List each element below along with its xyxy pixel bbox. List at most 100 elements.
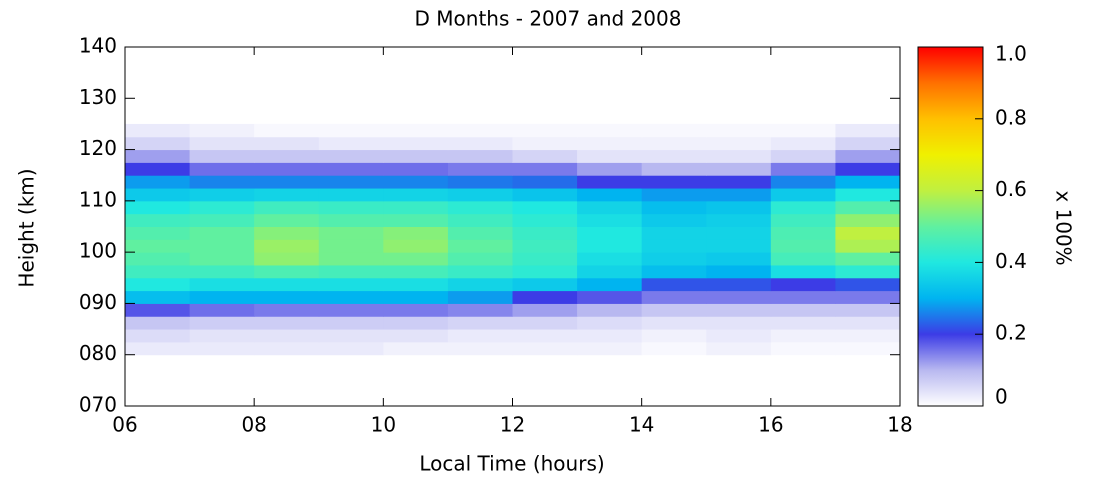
heatmap-cell [383, 213, 449, 227]
heatmap-cell [125, 200, 191, 215]
heatmap-cell [318, 226, 384, 240]
heatmap-cell [835, 316, 901, 330]
heatmap-cell [189, 290, 255, 304]
heatmap-cell [447, 200, 513, 215]
heatmap-cell [577, 239, 643, 253]
heatmap-cell [770, 123, 836, 138]
heatmap-cell [512, 303, 578, 317]
heatmap-cell [447, 188, 513, 202]
heatmap-cell [706, 175, 772, 189]
heatmap-cell [641, 239, 707, 253]
heatmap-cell [125, 329, 191, 343]
heatmap-cell [512, 329, 578, 343]
heatmap-cell [641, 200, 707, 215]
heatmap-cell [641, 290, 707, 304]
heatmap-cell [770, 136, 836, 151]
heatmap-cell [125, 252, 191, 266]
x-tick-label: 06 [112, 413, 137, 437]
heatmap-cell [447, 329, 513, 343]
heatmap-cell [189, 149, 255, 163]
heatmap-cell [706, 162, 772, 176]
heatmap-cell [512, 188, 578, 202]
heatmap-cell [706, 136, 772, 151]
heatmap-cell [512, 200, 578, 215]
heatmap-cell [189, 341, 255, 356]
heatmap-cell [318, 341, 384, 356]
heatmap-cell [383, 277, 449, 292]
heatmap-cell [512, 239, 578, 253]
heatmap-cell [641, 264, 707, 279]
heatmap-cell [770, 175, 836, 189]
heatmap-cell [835, 188, 901, 202]
heatmap-cell [835, 213, 901, 227]
heatmap-cell [447, 175, 513, 189]
heatmap-cell [318, 290, 384, 304]
heatmap-cell [512, 341, 578, 356]
heatmap-cell [125, 303, 191, 317]
heatmap-cell [770, 162, 836, 176]
heatmap-cell [125, 188, 191, 202]
heatmap-cell [383, 136, 449, 151]
heatmap-cell [447, 136, 513, 151]
heatmap-cell [835, 290, 901, 304]
heatmap-cell [770, 213, 836, 227]
heatmap-cell [189, 329, 255, 343]
heatmap-cell [835, 149, 901, 163]
heatmap-cell [125, 226, 191, 240]
heatmap-cell [254, 264, 320, 279]
heatmap-cell [835, 303, 901, 317]
heatmap-cell [318, 123, 384, 138]
heatmap-cell [189, 303, 255, 317]
y-tick-label: 070 [79, 393, 117, 417]
heatmap-cell [512, 149, 578, 163]
heatmap-cell [770, 329, 836, 343]
heatmap-cell [706, 200, 772, 215]
heatmap-cell [770, 226, 836, 240]
heatmap-cell [706, 303, 772, 317]
heatmap-cell [577, 252, 643, 266]
heatmap-cell [254, 162, 320, 176]
heatmap-cell [835, 239, 901, 253]
heatmap-cell [577, 149, 643, 163]
heatmap-cell [577, 341, 643, 356]
y-axis-label: Height (km) [15, 168, 39, 287]
x-axis-label: Local Time (hours) [419, 452, 604, 476]
heatmap-cell [577, 226, 643, 240]
heatmap-cell [641, 303, 707, 317]
heatmap-cell [577, 329, 643, 343]
heatmap-cell [189, 226, 255, 240]
colorbar-tick-label: 0.8 [995, 105, 1027, 129]
heatmap-cell [641, 316, 707, 330]
heatmap-cell [447, 264, 513, 279]
heatmap-cell [641, 162, 707, 176]
heatmap-cell [447, 316, 513, 330]
heatmap-cell [189, 175, 255, 189]
heatmap-cell [577, 290, 643, 304]
heatmap-cell [706, 226, 772, 240]
heatmap-cell [125, 136, 191, 151]
heatmap-cell [125, 277, 191, 292]
heatmap-cell [318, 303, 384, 317]
heatmap-cell [189, 123, 255, 138]
heatmap-cell [770, 341, 836, 356]
heatmap-cell [254, 316, 320, 330]
heatmap-cell [770, 316, 836, 330]
heatmap-cell [254, 149, 320, 163]
heatmap-cell [318, 213, 384, 227]
heatmap-cell [512, 175, 578, 189]
heatmap-cell [254, 277, 320, 292]
heatmap-cell [706, 213, 772, 227]
heatmap-cell [447, 290, 513, 304]
heatmap-cell [641, 341, 707, 356]
heatmap-cell [835, 123, 901, 138]
y-tick-label: 110 [79, 187, 117, 211]
heatmap-cell [383, 316, 449, 330]
heatmap-cell [318, 175, 384, 189]
heatmap-cell [641, 149, 707, 163]
heatmap-cell [383, 162, 449, 176]
x-tick-label: 12 [500, 413, 525, 437]
heatmap-cell [577, 162, 643, 176]
heatmap-cell [318, 188, 384, 202]
heatmap-cell [706, 329, 772, 343]
